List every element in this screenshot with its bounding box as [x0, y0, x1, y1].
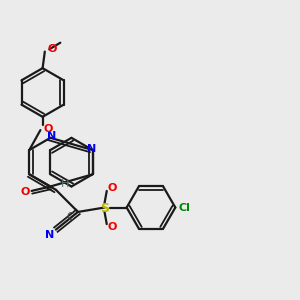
Text: O: O	[44, 124, 53, 134]
Text: C: C	[67, 212, 74, 223]
Text: S: S	[100, 202, 109, 215]
Text: N: N	[45, 230, 54, 240]
Text: O: O	[20, 187, 30, 197]
Text: H: H	[61, 179, 69, 189]
Text: N: N	[47, 130, 56, 141]
Text: N: N	[87, 144, 96, 154]
Text: O: O	[108, 222, 117, 233]
Text: Cl: Cl	[178, 202, 190, 212]
Text: O: O	[108, 183, 117, 193]
Text: O: O	[48, 44, 57, 54]
